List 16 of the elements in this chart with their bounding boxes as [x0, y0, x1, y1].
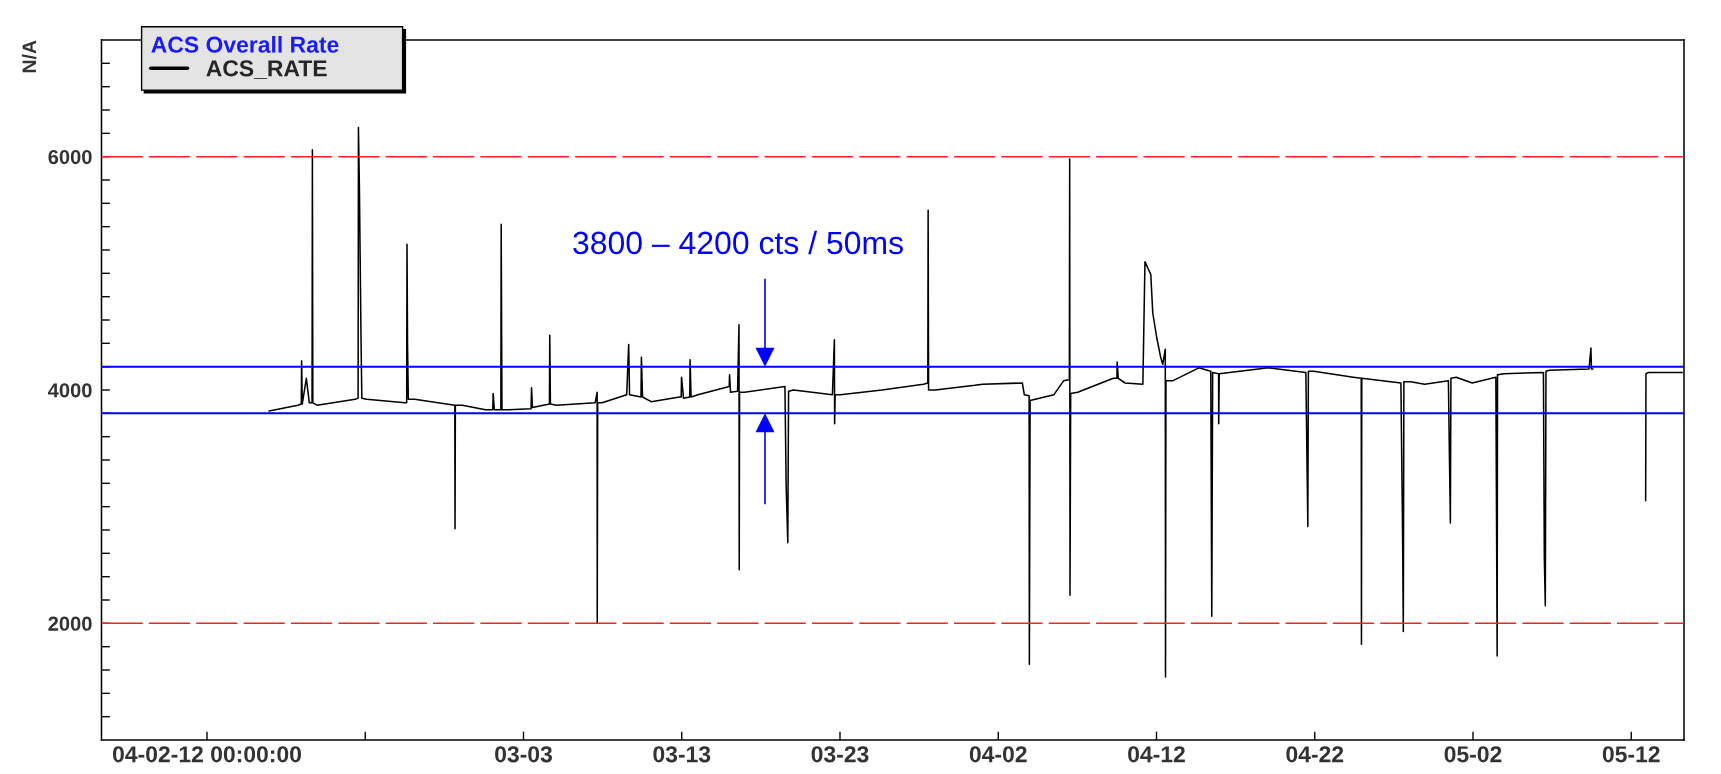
- y-tick-label: 4000: [47, 383, 92, 398]
- x-tick-label: 05-02: [1444, 746, 1502, 763]
- y-tick-label: 2000: [48, 616, 92, 631]
- y-axis-title: N/A: [21, 40, 37, 73]
- x-tick-label: 05-12: [1602, 746, 1660, 763]
- x-tick-label: 03-03: [495, 746, 552, 763]
- legend-title: ACS Overall Rate: [151, 35, 339, 53]
- x-tick-label: 04-22: [1286, 746, 1344, 763]
- x-tick-label: 03-13: [653, 746, 711, 763]
- x-tick-label: 04-02: [969, 746, 1027, 763]
- y-tick-label: 6000: [48, 149, 92, 165]
- x-tick-label: 04-02-12 00:00:00: [113, 746, 301, 763]
- annotation: 3800 – 4200 cts / 50ms: [573, 230, 903, 255]
- x-tick-label: 04-12: [1128, 746, 1185, 763]
- legend-label: ACS_RATE: [206, 60, 327, 80]
- x-tick-label: 03-23: [811, 746, 869, 763]
